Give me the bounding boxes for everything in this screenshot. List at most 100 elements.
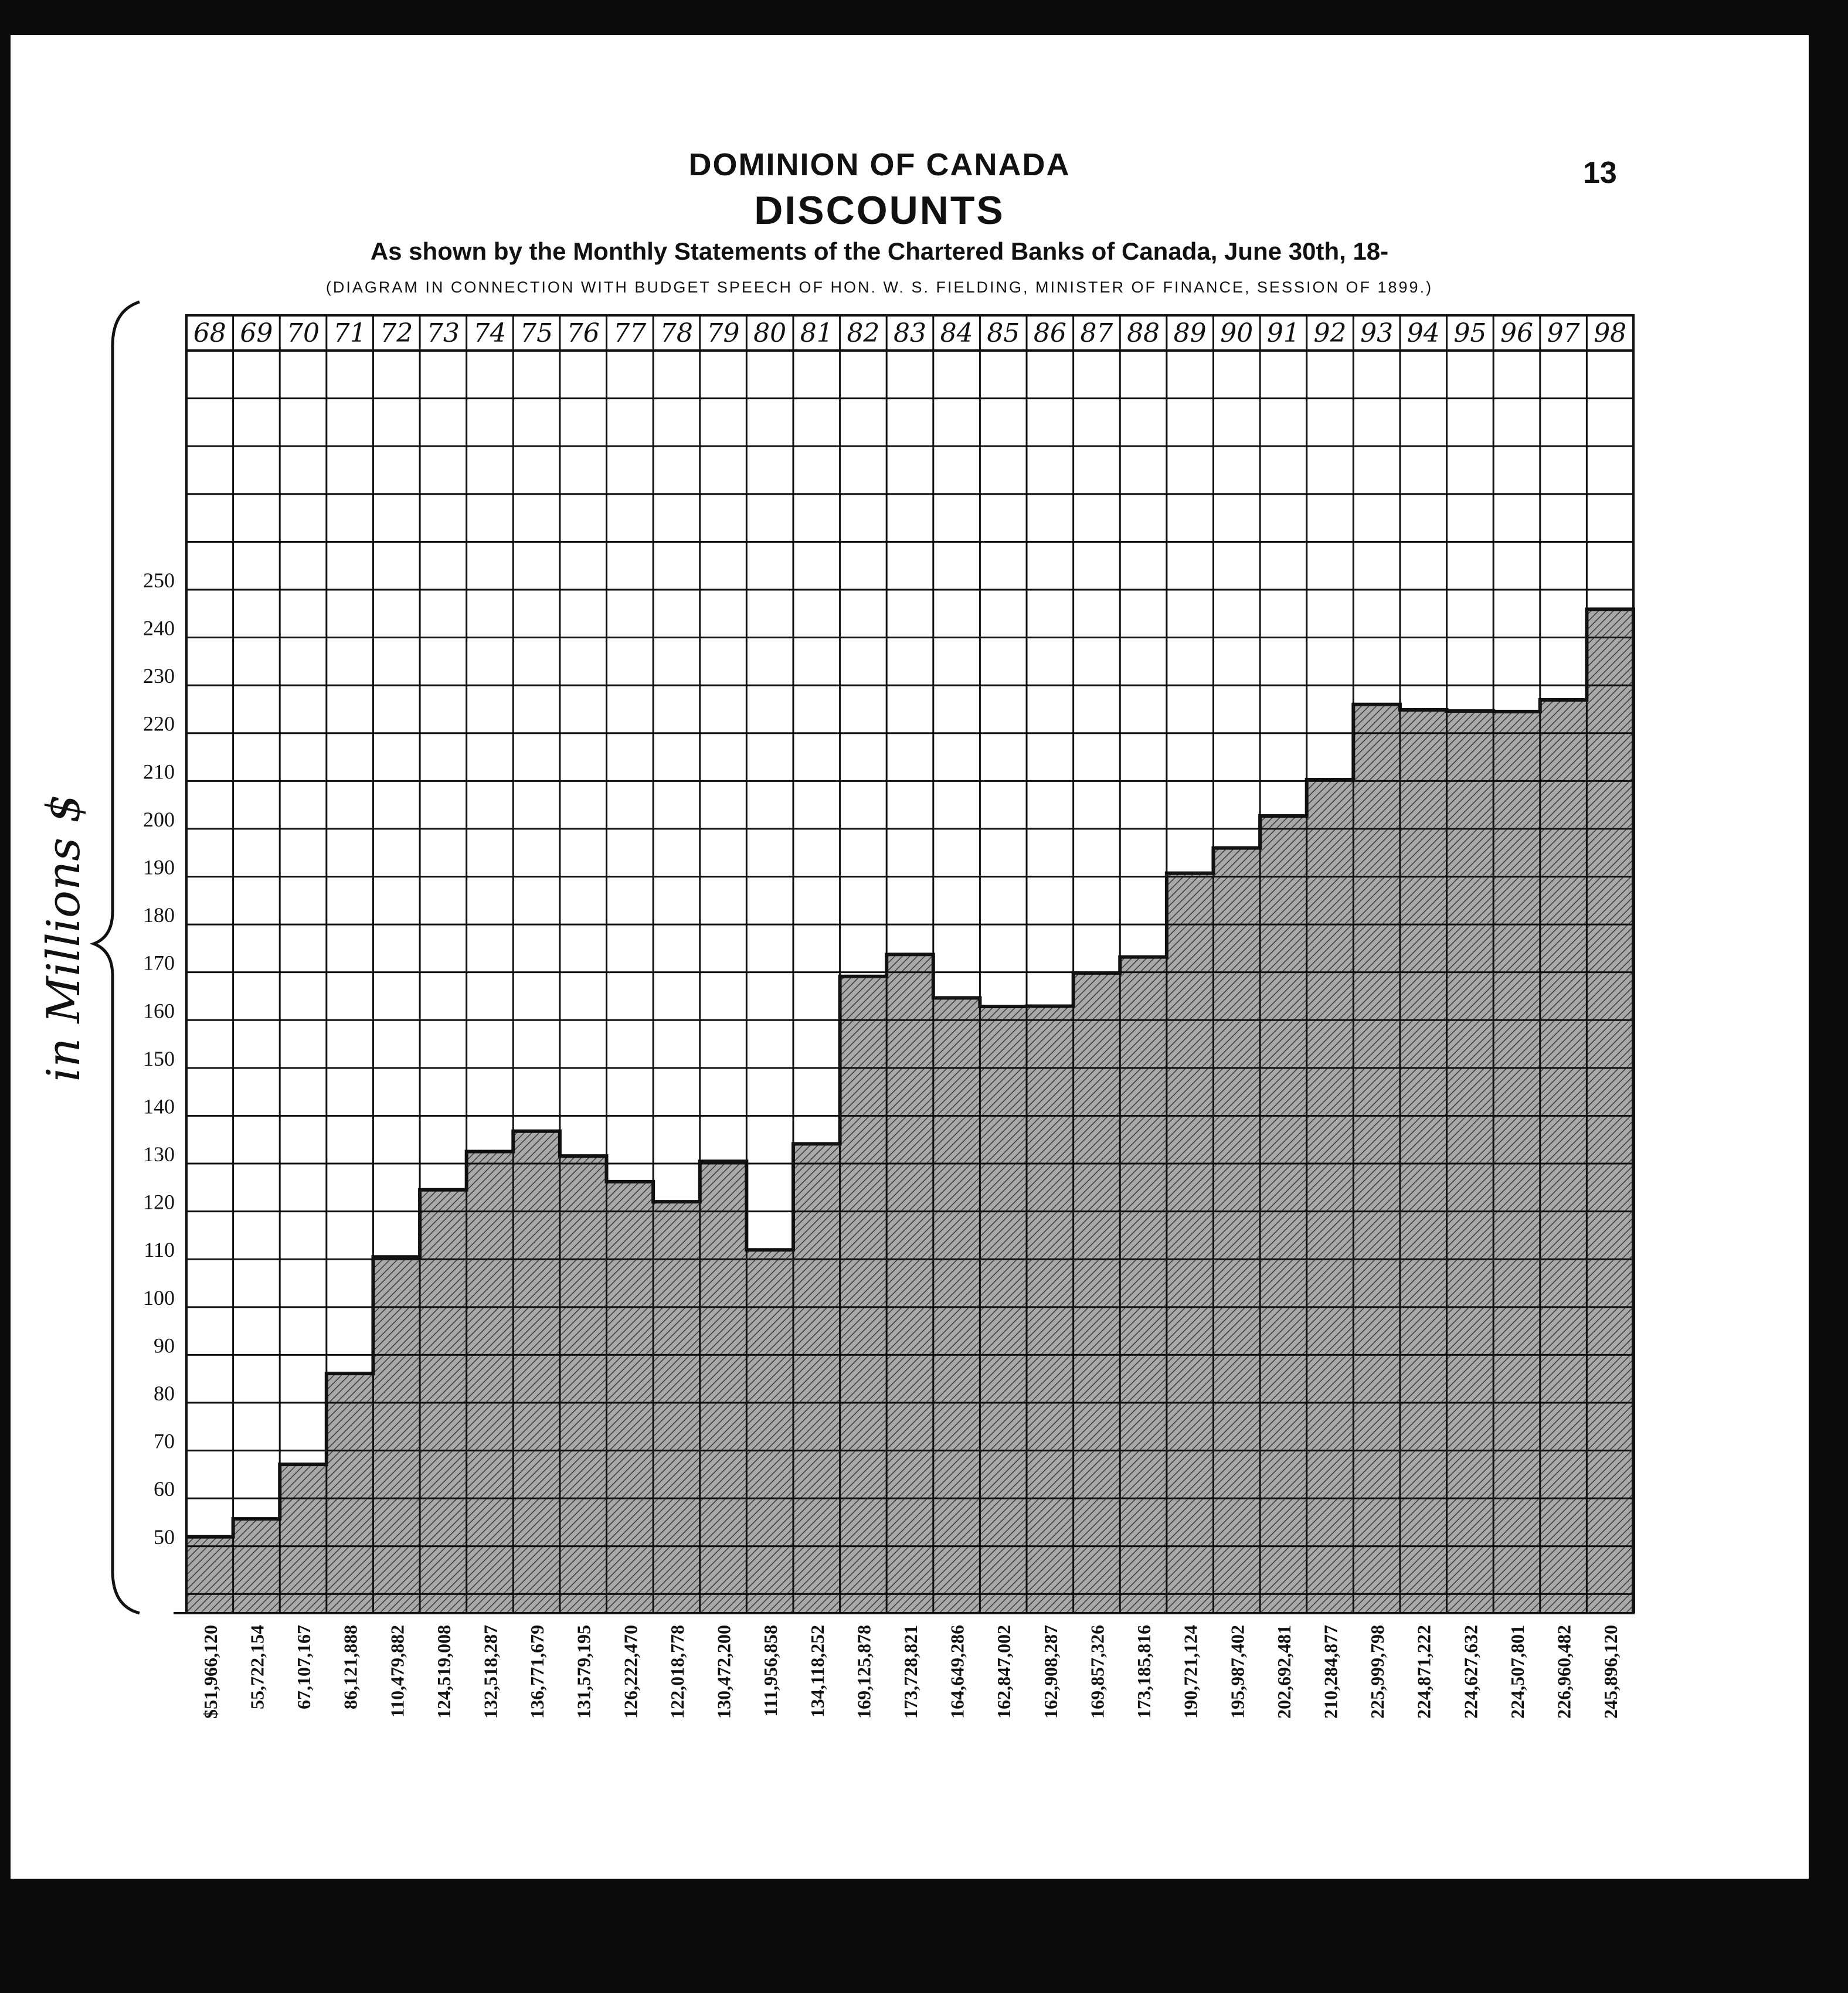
bar-69 [233,1519,280,1613]
y-axis-title-group: in Millions $ [38,300,140,1615]
value-label-88: 173,185,816 [1133,1625,1154,1719]
bar-93 [1353,704,1401,1613]
bar-91 [1260,815,1307,1613]
bar-73 [420,1189,467,1613]
value-label-79: 130,472,200 [714,1625,735,1719]
value-label-95: 224,627,632 [1460,1625,1481,1719]
year-label-75: 75 [520,318,553,348]
year-label-91: 91 [1267,318,1300,348]
bar-68 [186,1536,234,1613]
year-label-70: 70 [287,318,320,348]
y-tick-170: 170 [143,951,175,975]
bar-95 [1446,710,1494,1613]
grid-layer [185,315,1635,1613]
chart-note: (Diagram in Connection with Budget Speec… [325,278,1433,296]
bar-79 [699,1161,747,1613]
year-label-97: 97 [1547,318,1580,348]
y-tick-90: 90 [154,1334,175,1357]
y-tick-220: 220 [143,712,175,736]
year-labels: 68 69 70 71 72 73 74 75 76 77 78 79 80 81 82 83 84 85 86 87… [193,318,1626,348]
bar-92 [1306,780,1354,1613]
plot-frame [185,314,1635,1614]
value-label-90: 195,987,402 [1227,1625,1248,1719]
bar-90 [1213,848,1261,1613]
bar-71 [326,1373,373,1613]
value-label-70: 67,107,167 [293,1625,314,1709]
year-label-86: 86 [1034,318,1066,348]
year-label-98: 98 [1594,318,1626,348]
scan-border-right [1809,0,1848,1993]
page-title: DOMINION OF CANADA [688,147,1071,182]
value-label-82: 169,125,878 [853,1625,874,1719]
y-tick-120: 120 [143,1191,175,1214]
value-label-83: 173,728,821 [900,1625,921,1719]
bar-86 [1027,1006,1074,1613]
value-label-97: 226,960,482 [1554,1625,1575,1719]
year-label-82: 82 [847,318,879,348]
value-label-91: 202,692,481 [1273,1625,1295,1719]
title-block: DOMINION OF CANADA DISCOUNTS [176,147,1583,233]
bars-layer [186,609,1634,1613]
y-tick-160: 160 [143,999,175,1022]
y-tick-210: 210 [143,760,175,783]
year-label-87: 87 [1080,318,1113,348]
y-tick-labels: 50 60 70 80 90 100 110 120 130 140 150 160 170 180 190… [143,569,175,1549]
y-axis-title: in Millions $ [38,794,90,1081]
bar-76 [559,1156,607,1613]
y-tick-50: 50 [154,1525,175,1549]
y-tick-80: 80 [154,1382,175,1405]
value-labels: $51,966,120 55,722,154 67,107,167 86,121,88… [200,1625,1621,1719]
year-label-79: 79 [707,318,740,348]
step-outline-layer [186,607,1635,1613]
y-tick-200: 200 [143,808,175,831]
year-label-74: 74 [473,318,506,348]
bar-81 [793,1144,841,1613]
year-label-71: 71 [334,318,366,348]
year-label-81: 81 [800,318,833,348]
bar-75 [513,1131,560,1613]
frame-layer [174,314,1635,1614]
y-tick-250: 250 [143,569,175,592]
value-label-85: 162,847,002 [993,1625,1014,1719]
year-label-68: 68 [193,318,226,348]
year-label-76: 76 [567,318,600,348]
bar-85 [980,1006,1027,1613]
bar-96 [1493,711,1541,1613]
y-tick-70: 70 [154,1430,175,1453]
value-label-94: 224,871,222 [1414,1625,1435,1719]
bar-82 [840,976,887,1613]
y-tick-230: 230 [143,664,175,688]
bar-89 [1166,873,1214,1613]
scan-border-bottom [0,1879,1848,1993]
value-label-84: 164,649,286 [947,1625,968,1719]
year-label-84: 84 [940,318,973,348]
year-label-77: 77 [613,318,646,348]
year-label-73: 73 [427,318,460,348]
year-label-96: 96 [1500,318,1533,348]
year-label-95: 95 [1453,318,1486,348]
y-tick-100: 100 [143,1286,175,1310]
value-label-86: 162,908,287 [1040,1625,1061,1719]
year-label-80: 80 [753,318,786,348]
y-tick-130: 130 [143,1142,175,1166]
year-label-90: 90 [1220,318,1253,348]
year-label-93: 93 [1360,318,1393,348]
bar-74 [466,1151,514,1613]
y-tick-110: 110 [144,1238,175,1261]
y-tick-150: 150 [143,1047,175,1070]
page-number: 13 [1583,156,1617,190]
value-label-93: 225,999,798 [1367,1625,1388,1719]
scan-border-left [0,0,11,1993]
y-axis-brace [89,300,140,1615]
value-label-73: 124,519,008 [433,1625,454,1719]
y-tick-180: 180 [143,903,175,927]
bar-97 [1540,699,1587,1613]
value-label-71: 86,121,888 [340,1625,361,1709]
year-label-72: 72 [380,318,413,348]
value-label-69: 55,722,154 [246,1625,267,1709]
value-label-87: 169,857,326 [1086,1625,1108,1719]
y-tick-140: 140 [143,1094,175,1118]
year-label-69: 69 [240,318,273,348]
value-label-76: 131,579,195 [573,1625,595,1719]
